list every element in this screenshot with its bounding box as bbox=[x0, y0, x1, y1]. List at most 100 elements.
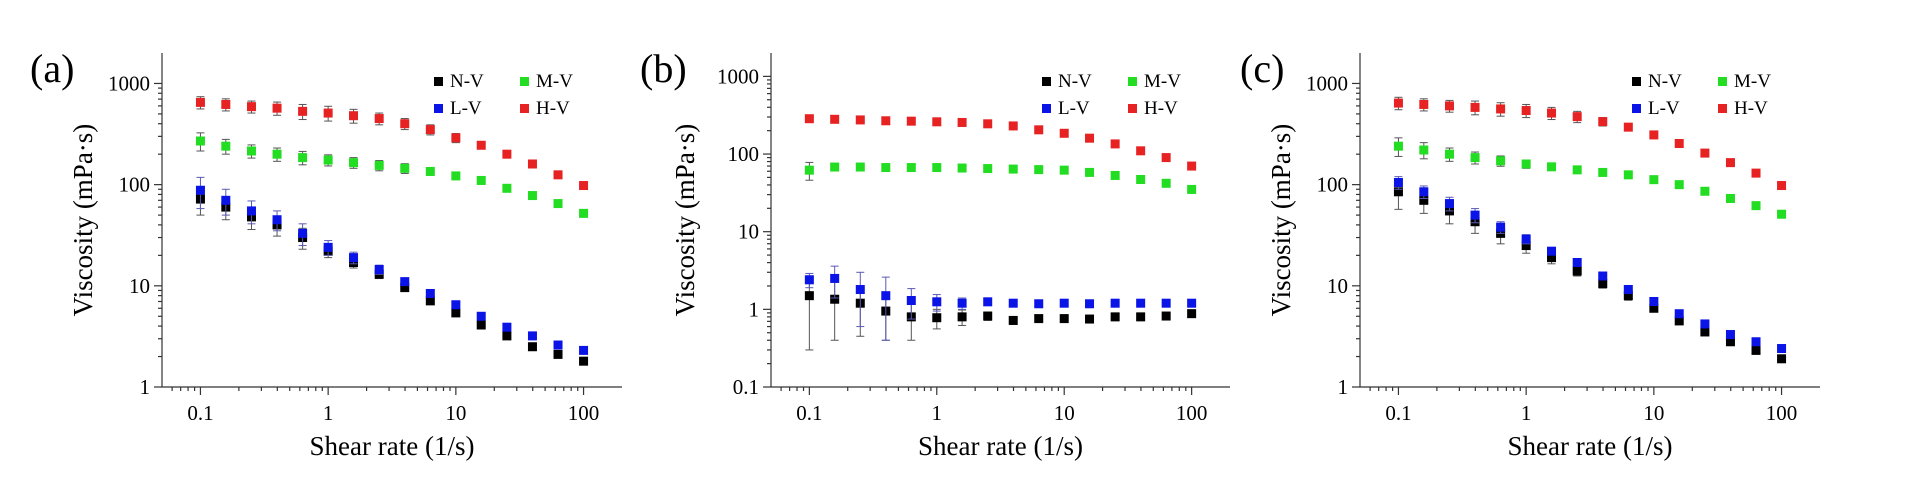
data-point bbox=[881, 291, 891, 301]
data-point bbox=[553, 199, 563, 209]
data-point bbox=[1161, 153, 1171, 163]
data-point bbox=[349, 158, 359, 168]
data-point bbox=[1777, 209, 1787, 219]
data-point bbox=[1700, 148, 1710, 158]
data-point bbox=[1521, 159, 1531, 169]
y-tick-label: 1 bbox=[140, 375, 151, 399]
data-point bbox=[830, 294, 840, 304]
data-point bbox=[932, 163, 942, 173]
data-point bbox=[1674, 316, 1684, 326]
data-point bbox=[298, 106, 308, 116]
data-point bbox=[579, 345, 589, 355]
data-point bbox=[1751, 201, 1761, 211]
data-point bbox=[1572, 112, 1582, 122]
data-point bbox=[1547, 246, 1557, 256]
data-point bbox=[1623, 284, 1633, 294]
data-point bbox=[1110, 139, 1120, 149]
data-point bbox=[1187, 184, 1197, 194]
series-m-v bbox=[804, 161, 1197, 194]
x-axis-title: Shear rate (1/s) bbox=[918, 431, 1083, 461]
data-point bbox=[1059, 165, 1069, 175]
data-point bbox=[195, 97, 205, 107]
x-tick-label: 1 bbox=[932, 401, 943, 425]
data-point bbox=[527, 191, 537, 201]
data-point bbox=[855, 285, 865, 295]
x-tick-label: 10 bbox=[1054, 401, 1075, 425]
data-point bbox=[323, 108, 333, 118]
data-point bbox=[1674, 180, 1684, 190]
y-axis-title: Viscosity (mPa·s) bbox=[670, 124, 700, 317]
panel-label: (b) bbox=[640, 46, 687, 91]
data-point bbox=[1136, 298, 1146, 308]
data-point bbox=[1623, 122, 1633, 132]
data-point bbox=[1700, 186, 1710, 196]
data-point bbox=[1161, 178, 1171, 188]
data-point bbox=[476, 140, 486, 150]
legend: N-V M-V L-V H-V bbox=[1632, 71, 1771, 119]
series-h-v bbox=[1393, 96, 1787, 191]
legend-label: M-V bbox=[536, 71, 573, 92]
legend-swatch bbox=[1632, 77, 1641, 86]
data-point bbox=[1598, 279, 1608, 289]
data-point bbox=[400, 283, 410, 293]
data-point bbox=[1547, 108, 1557, 118]
data-point bbox=[1393, 141, 1403, 151]
data-point bbox=[298, 228, 308, 238]
data-point bbox=[451, 171, 461, 181]
data-point bbox=[906, 163, 916, 173]
data-point bbox=[881, 163, 891, 173]
data-point bbox=[983, 119, 993, 129]
data-point bbox=[1136, 174, 1146, 184]
data-point bbox=[476, 320, 486, 330]
data-point bbox=[1521, 234, 1531, 244]
data-point bbox=[1598, 271, 1608, 281]
data-point bbox=[195, 136, 205, 146]
x-tick-label: 10 bbox=[445, 401, 466, 425]
data-point bbox=[804, 165, 814, 175]
legend-swatch bbox=[520, 77, 529, 86]
data-point bbox=[1008, 121, 1018, 131]
data-point bbox=[1674, 309, 1684, 319]
data-point bbox=[1725, 193, 1735, 203]
legend-swatch bbox=[1042, 77, 1051, 86]
data-point bbox=[1136, 312, 1146, 322]
data-point bbox=[451, 133, 461, 143]
legend-swatch bbox=[1128, 77, 1137, 86]
data-point bbox=[502, 183, 512, 193]
data-point bbox=[246, 206, 256, 216]
panel-a: 0.1 1 10 100 1 10 100 1000 (a) Shear rate (1/s) Vi… bbox=[30, 46, 622, 461]
data-point bbox=[1470, 210, 1480, 220]
x-tick-label: 0.1 bbox=[187, 401, 213, 425]
data-point bbox=[932, 297, 942, 307]
data-point bbox=[1521, 241, 1531, 251]
legend-swatch bbox=[434, 77, 443, 86]
data-point bbox=[906, 116, 916, 126]
legend-label: H-V bbox=[536, 98, 570, 119]
data-point bbox=[553, 170, 563, 180]
data-point bbox=[957, 298, 967, 308]
data-point bbox=[1034, 299, 1044, 309]
data-point bbox=[1187, 161, 1197, 171]
series-h-v bbox=[804, 114, 1197, 171]
legend: N-V M-V L-V H-V bbox=[434, 71, 573, 119]
data-point bbox=[1419, 195, 1429, 205]
data-point bbox=[1496, 222, 1506, 232]
data-point bbox=[1161, 298, 1171, 308]
legend-label: N-V bbox=[1058, 71, 1092, 92]
data-point bbox=[1725, 330, 1735, 340]
data-point bbox=[1649, 296, 1659, 306]
data-point bbox=[983, 311, 993, 321]
data-point bbox=[1547, 253, 1557, 263]
data-point bbox=[1008, 164, 1018, 174]
data-point bbox=[1059, 128, 1069, 138]
data-point bbox=[502, 331, 512, 341]
data-point bbox=[195, 185, 205, 195]
panel-label: (c) bbox=[1240, 46, 1284, 91]
data-point bbox=[451, 308, 461, 318]
y-axis-title: Viscosity (mPa·s) bbox=[68, 124, 98, 317]
data-point bbox=[1419, 99, 1429, 109]
y-tick-label: 1000 bbox=[108, 71, 150, 95]
data-point bbox=[1034, 165, 1044, 175]
data-point bbox=[1470, 102, 1480, 112]
panel-c: 0.1 1 10 100 1 10 100 1000 (c) Shear rate (1/s) Vi… bbox=[1240, 46, 1820, 461]
